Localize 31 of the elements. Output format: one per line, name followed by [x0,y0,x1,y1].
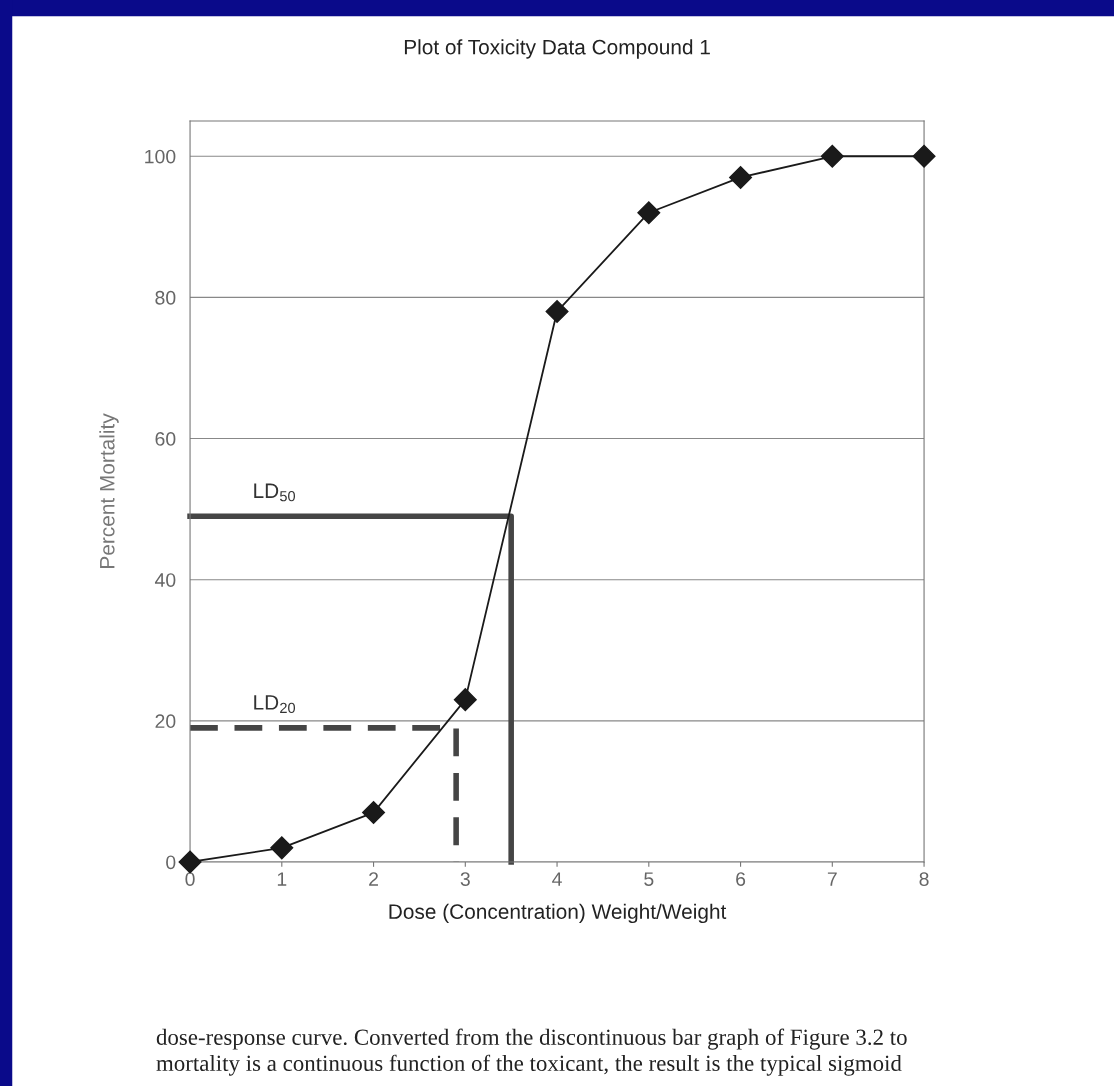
series-label: LD$_{20}$ [254,695,296,714]
y-axis-title: Percent Mortality [99,413,119,568]
x-tick-label: 3 [460,872,470,886]
point [270,836,294,860]
y-tick-label: 80 [155,290,176,305]
y-tick-label: 20 [155,714,176,729]
point [453,688,477,712]
series-label: LD$_{50}$ [254,483,296,502]
point [637,201,661,225]
point [729,165,753,189]
x-tick-label: 0 [185,872,195,886]
x-tick-label: 5 [644,872,654,886]
x-tick-label: 7 [827,872,837,886]
y-tick-label: 100 [145,149,176,164]
x-tick-label: 2 [369,872,378,886]
text: dose-response curve. Converted from the discontinuous bar graph of Figure 3.2 to [156,1028,907,1050]
y-tick-label: 0 [166,855,176,870]
text: mortality is a continuous function of the toxicant, the result is the typical sigmoid [156,1054,902,1076]
chart-title: Plot of Toxicity Data Compound 1 [404,39,710,59]
x-tick-label: 4 [552,872,562,886]
point [545,300,569,324]
point [912,144,936,168]
y-tick-label: 40 [154,573,176,587]
y-tick-label: 60 [155,432,176,446]
point [362,801,386,825]
x-tick-label: 6 [736,872,746,886]
point [178,850,202,874]
point [820,144,844,168]
x-tick-label: 8 [919,872,929,886]
x-axis-title: Dose (Concentration) Weight/Weight [389,903,727,924]
x-tick-label: 1 [277,872,287,886]
